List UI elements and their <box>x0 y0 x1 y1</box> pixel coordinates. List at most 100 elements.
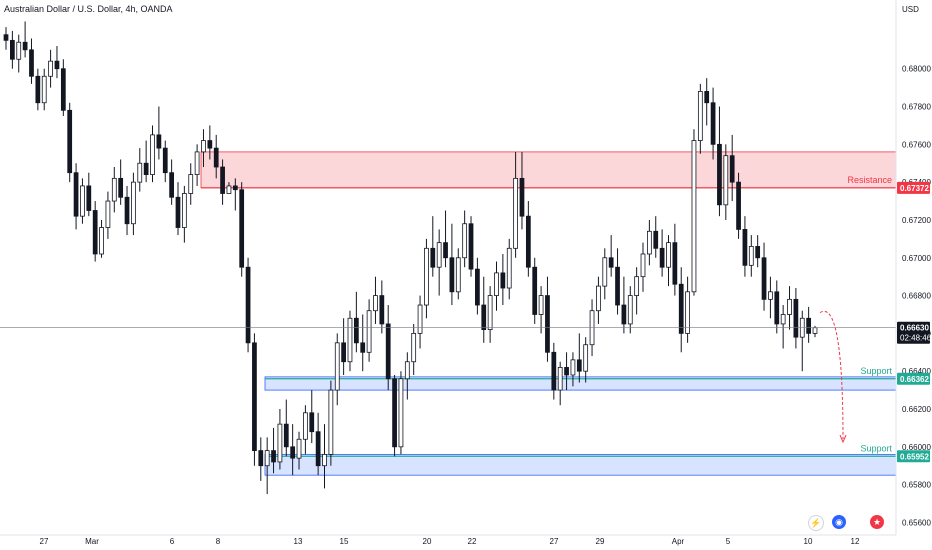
candle-body-up <box>137 162 143 183</box>
price-tag-text: 0.67372 <box>900 184 929 193</box>
candle-body-down <box>475 268 480 306</box>
candle <box>678 267 684 353</box>
candle-body-down <box>353 317 359 344</box>
x-tick-label: 12 <box>851 537 860 546</box>
x-tick-label: 15 <box>340 537 349 546</box>
candle <box>137 148 143 192</box>
candle <box>634 267 640 315</box>
candle-body-down <box>3 34 9 41</box>
flag-icon[interactable]: ★ <box>870 515 884 529</box>
candle-body-up <box>404 361 410 380</box>
x-tick-label: 20 <box>423 537 432 546</box>
candle <box>73 163 79 230</box>
candle-body-down <box>774 291 780 325</box>
candle-body-down <box>653 230 659 249</box>
candle <box>564 352 569 391</box>
lightning-icon[interactable]: ⚡ <box>808 515 824 531</box>
candle-body-up <box>424 247 429 306</box>
candle-body-up <box>538 295 544 315</box>
candle-body-up <box>150 134 155 175</box>
candle-body-up <box>640 253 646 278</box>
candle-body-up <box>697 91 703 141</box>
globe-icon[interactable]: ◉ <box>832 515 846 529</box>
candle-body-down <box>576 359 582 372</box>
candle-body-down <box>468 223 474 270</box>
candle-body-down <box>443 242 448 259</box>
candle <box>787 286 792 330</box>
candle-body-up <box>296 438 302 459</box>
candle-body-down <box>710 102 716 145</box>
candle <box>768 276 773 319</box>
candle-body-up <box>685 291 690 334</box>
candle-body-down <box>73 172 79 217</box>
candle-body-up <box>417 304 423 334</box>
candle-body-up <box>303 412 308 440</box>
candle <box>54 46 60 79</box>
x-tick-label: 13 <box>294 537 303 546</box>
candle <box>226 182 232 194</box>
candle <box>9 30 15 69</box>
candle <box>404 352 410 400</box>
candle-body-down <box>54 60 60 70</box>
candle-body-down <box>239 189 245 268</box>
candle <box>277 409 283 470</box>
candle-body-down <box>213 147 219 168</box>
candle <box>92 201 98 262</box>
candle <box>736 172 741 239</box>
candle <box>793 288 799 349</box>
candle-body-down <box>678 283 684 334</box>
candle <box>347 310 353 372</box>
candle <box>360 314 366 372</box>
candle-body-up <box>131 181 136 225</box>
price-tag-resistance <box>897 181 930 194</box>
y-tick-label: 0.65800 <box>902 481 931 490</box>
candle <box>513 151 518 258</box>
candle-body-up <box>226 185 232 194</box>
candle <box>60 59 66 116</box>
price-tag-support <box>897 450 930 463</box>
candle-body-down <box>806 317 812 334</box>
candle <box>353 291 359 353</box>
y-tick-label: 0.66200 <box>902 405 931 414</box>
y-tick-label: 0.68000 <box>902 65 931 74</box>
candle-body-down <box>341 342 346 363</box>
candle-body-down <box>615 266 620 306</box>
candle <box>290 424 296 476</box>
candle-body-up <box>787 298 792 315</box>
y-tick-label: 0.66000 <box>902 443 931 452</box>
candle-body-down <box>545 295 550 353</box>
candle-body-down <box>258 450 264 467</box>
candle <box>48 49 53 88</box>
candle-body-up <box>99 227 104 255</box>
projection-arrowhead <box>839 434 847 444</box>
candle-body-down <box>175 196 181 228</box>
candle-body-down <box>532 266 538 315</box>
x-tick-label: 6 <box>170 537 175 546</box>
price-tag-text: 0.65952 <box>900 452 929 461</box>
candle <box>710 87 716 160</box>
candle <box>729 134 735 202</box>
candle-body-up <box>105 200 111 228</box>
candle-body-up <box>80 185 85 217</box>
candle-body-down <box>207 140 213 149</box>
candle <box>175 182 181 236</box>
candle-body-down <box>430 247 436 268</box>
candle-body-down <box>717 143 722 206</box>
candle <box>659 229 665 277</box>
candle <box>430 216 436 277</box>
candle-body-down <box>232 185 238 191</box>
candle <box>717 106 722 217</box>
candle-body-down <box>22 41 28 51</box>
candle <box>697 83 703 154</box>
candle <box>252 333 257 466</box>
candle-body-up <box>373 295 378 312</box>
candle <box>608 235 614 277</box>
candle <box>748 235 754 277</box>
zone-resistance <box>200 151 897 189</box>
candle <box>506 238 512 300</box>
candle-body-up <box>264 450 270 467</box>
candle <box>519 151 525 230</box>
candle <box>417 295 423 349</box>
